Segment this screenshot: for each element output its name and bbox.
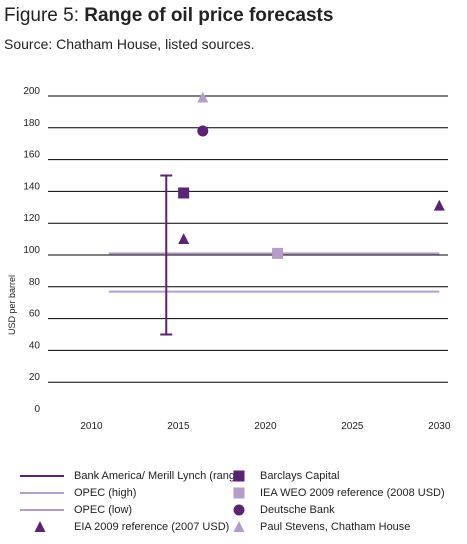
oil-price-chart: 0 20 40 60 80 100 120 140 160 180 200 2010 2015 2020 2… (7, 86, 451, 432)
y-tick-label-80: 80 (29, 277, 41, 288)
y-tick-label-140: 140 (23, 181, 40, 192)
series-6-point-0 (197, 125, 209, 137)
legend-label: Deutsche Bank (260, 504, 335, 516)
series-4-point-0 (178, 187, 190, 199)
legend-marker (233, 470, 245, 482)
legend-hline-icon (20, 509, 64, 511)
y-tick-label-40: 40 (29, 340, 41, 351)
x-tick-label-2030: 2030 (428, 421, 451, 432)
series-5-point-0 (272, 247, 284, 259)
y-axis-label: USD per barrel (7, 275, 17, 335)
x-tick-label-2025: 2025 (341, 421, 364, 432)
legend-label: IEA WEO 2009 reference (2008 USD) (260, 487, 445, 499)
legend-triangle-icon (34, 521, 46, 532)
legend-range-icon (20, 475, 64, 477)
legend-square-icon (233, 487, 245, 499)
y-tick-label-100: 100 (23, 245, 40, 256)
y-tick-label-0: 0 (34, 404, 40, 415)
series-7-point-0 (197, 91, 209, 103)
figure-title-prefix: Figure 5: (4, 5, 85, 26)
x-tick-label-2010: 2010 (80, 421, 103, 432)
legend-square-icon (233, 470, 245, 482)
y-tick-label-60: 60 (29, 309, 41, 320)
legend-hline-icon (20, 492, 64, 494)
legend-marker (233, 521, 245, 532)
legend-triangle-icon (233, 521, 245, 532)
legend-label: OPEC (high) (74, 487, 137, 499)
legend-label: Paul Stevens, Chatham House (260, 521, 411, 533)
y-tick-label-200: 200 (23, 86, 40, 97)
legend-label: Barclays Capital (260, 470, 340, 482)
series-3-point-1 (433, 199, 445, 211)
chart-legend: Bank America/ Merill Lynch (range) Barcla… (0, 464, 467, 544)
legend-label: Bank America/ Merill Lynch (range) (74, 470, 245, 482)
legend-label: OPEC (low) (74, 504, 133, 516)
legend-marker (233, 504, 245, 516)
x-tick-label-2015: 2015 (167, 421, 190, 432)
legend-marker (34, 521, 46, 532)
figure-title-main: Range of oil price forecasts (84, 5, 334, 26)
y-tick-label-180: 180 (23, 118, 40, 129)
x-tick-label-2020: 2020 (254, 421, 277, 432)
legend-circle-icon (233, 504, 245, 516)
y-tick-label-160: 160 (23, 150, 40, 161)
y-tick-label-120: 120 (23, 213, 40, 224)
series-3-point-0 (178, 233, 190, 245)
legend-label: EIA 2009 reference (2007 USD) (74, 521, 230, 533)
figure-title: Figure 5: Range of oil price forecasts (4, 5, 333, 27)
y-tick-label-20: 20 (29, 372, 41, 383)
figure-source: Source: Chatham House, listed sources. (4, 36, 255, 52)
legend-marker (233, 487, 245, 499)
